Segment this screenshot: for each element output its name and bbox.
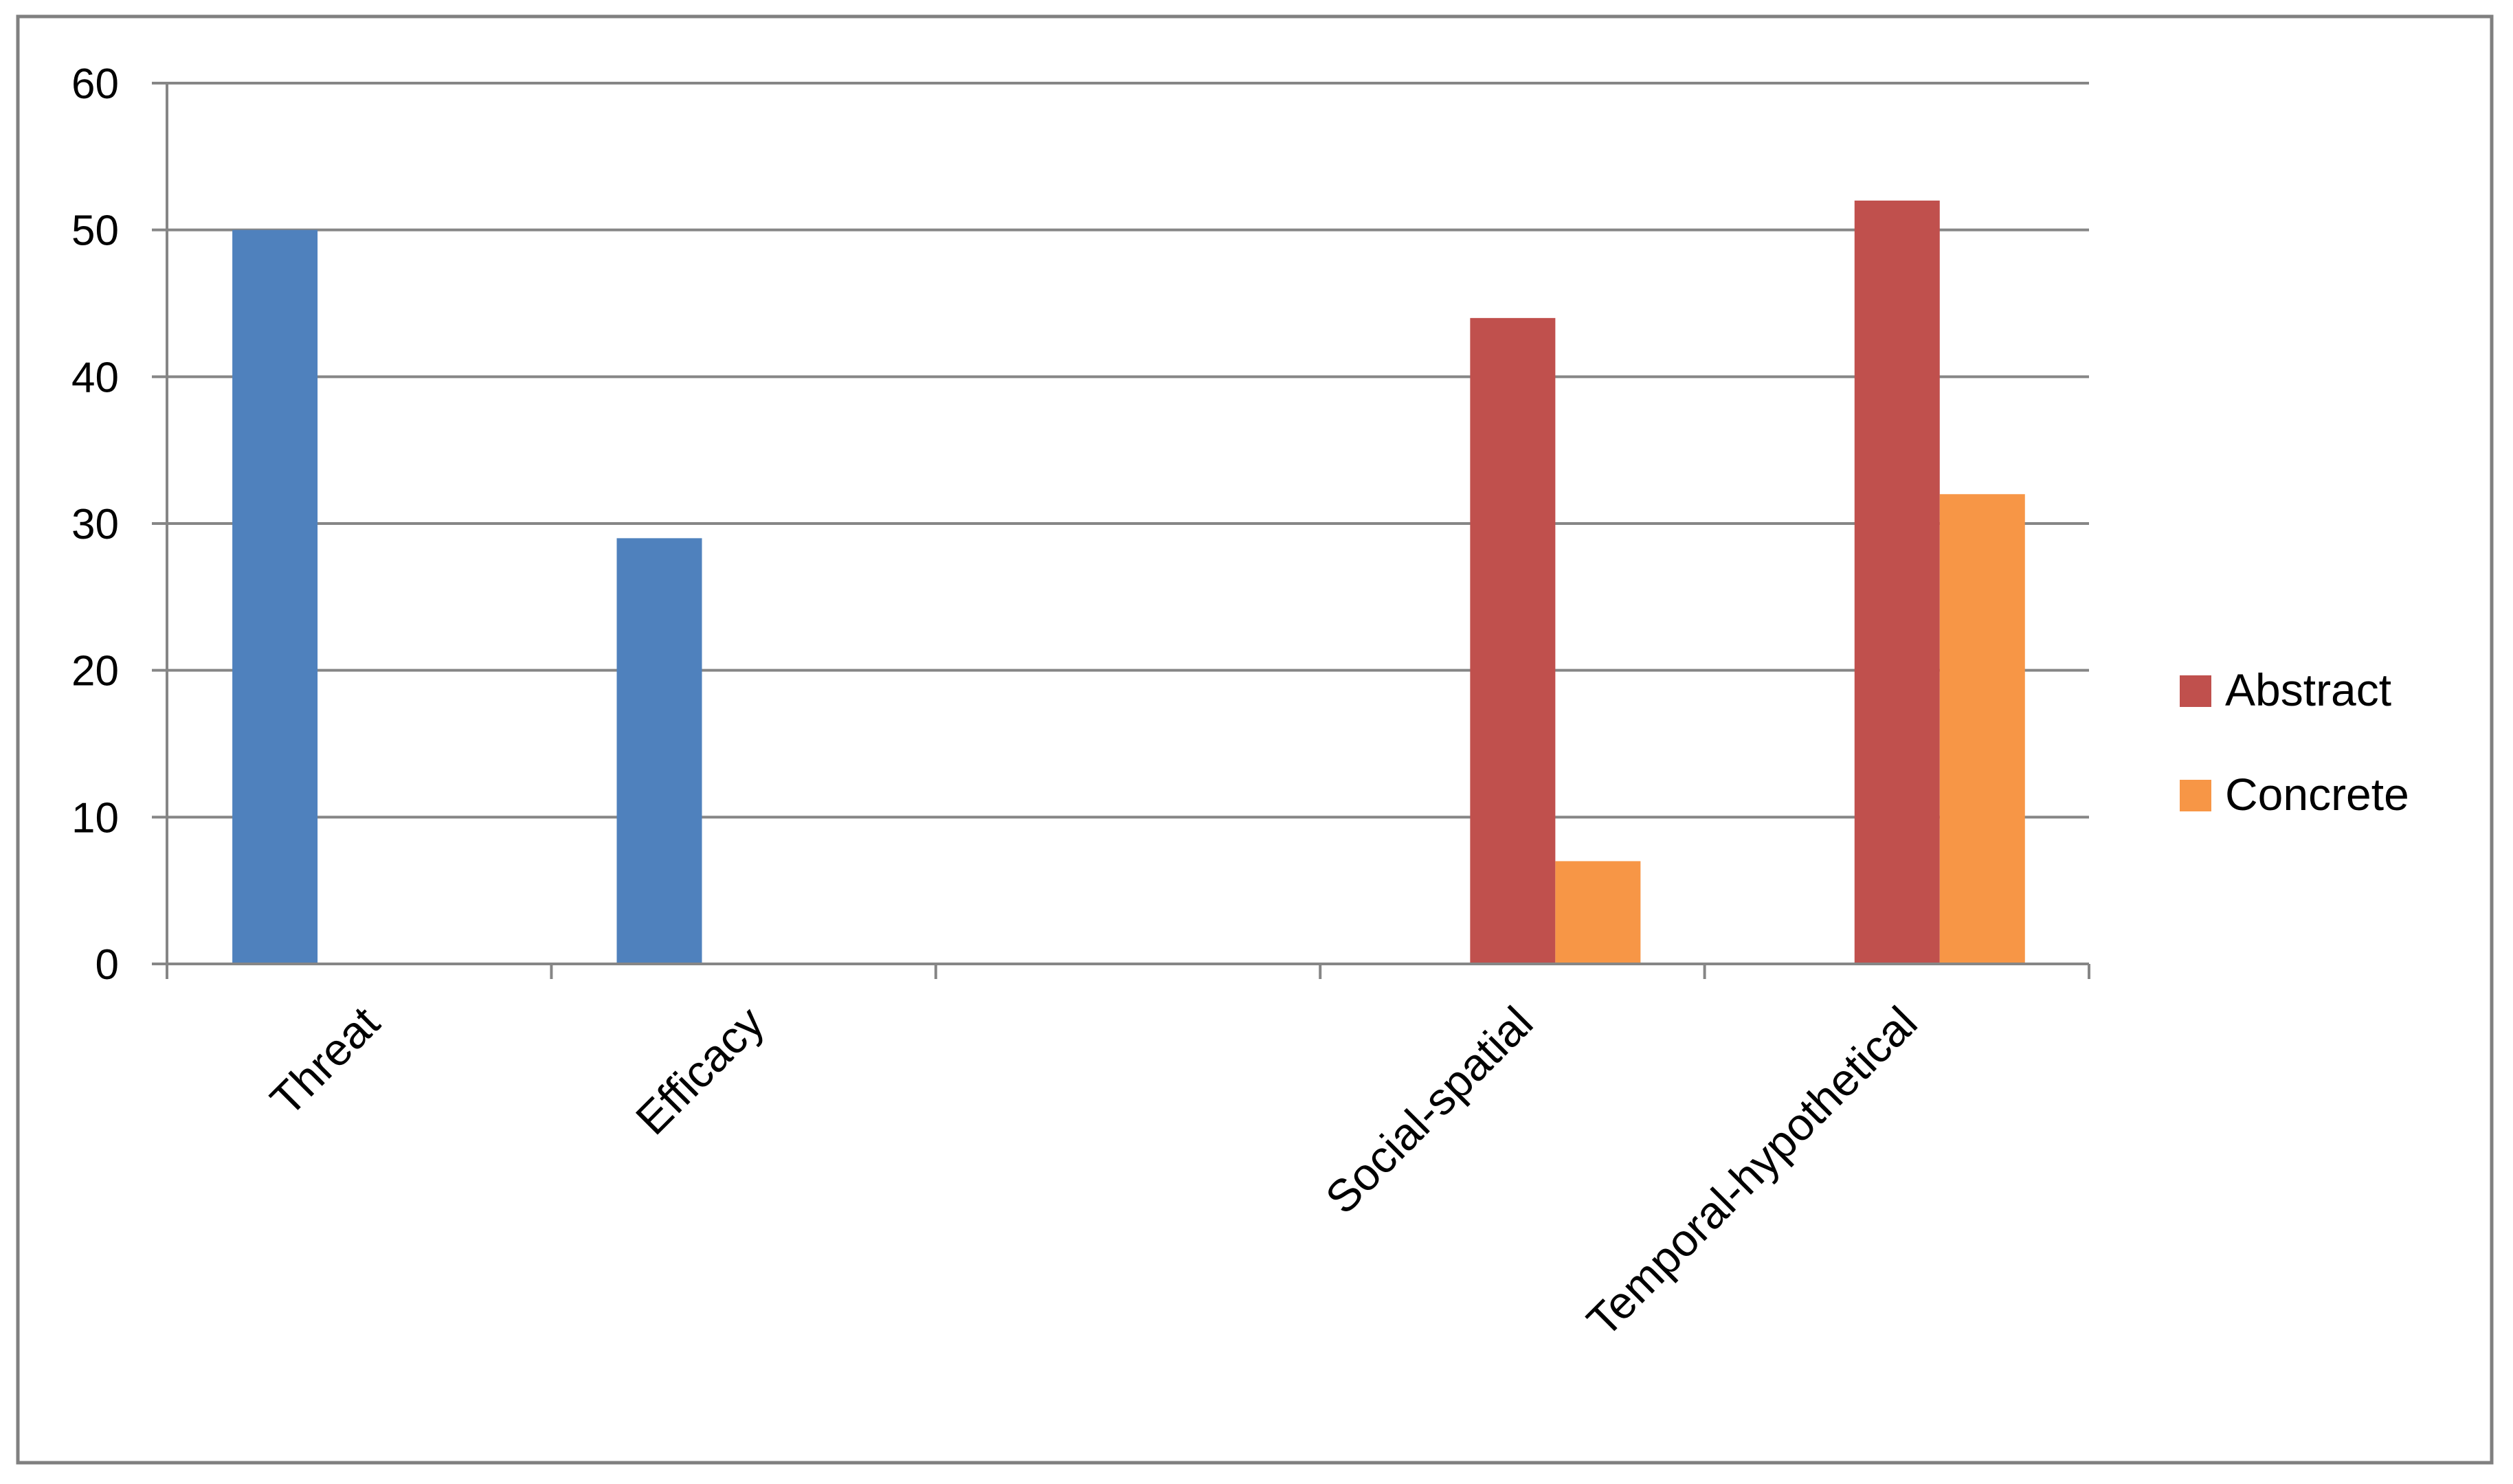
y-tick-label-10: 10 xyxy=(71,794,119,842)
legend-swatch-abstract xyxy=(2180,675,2211,707)
legend: Abstract Concrete xyxy=(2180,664,2409,820)
chart-frame xyxy=(16,14,2494,1465)
bar-efficacy-series-0 xyxy=(616,538,702,964)
bar-temporal-hypothetical-abstract xyxy=(1854,200,1940,964)
bars xyxy=(232,200,2025,965)
y-tick-label-50: 50 xyxy=(71,207,119,255)
bar-temporal-hypothetical-concrete xyxy=(1939,494,2025,964)
legend-label-concrete: Concrete xyxy=(2225,769,2409,820)
y-tick-label-20: 20 xyxy=(71,648,119,695)
y-tick-label-30: 30 xyxy=(71,501,119,548)
y-axis-ticks: 0 10 20 30 40 50 60 xyxy=(71,60,167,989)
bar-threat-series-0 xyxy=(232,229,318,965)
bar-social-spatial-abstract xyxy=(1470,317,1556,964)
y-tick-label-60: 60 xyxy=(71,60,119,108)
y-tick-label-40: 40 xyxy=(71,354,119,401)
bar-social-spatial-concrete xyxy=(1555,861,1641,964)
gridlines xyxy=(167,82,2089,819)
y-tick-label-0: 0 xyxy=(96,941,119,989)
legend-swatch-concrete xyxy=(2180,780,2211,811)
legend-label-abstract: Abstract xyxy=(2225,664,2391,715)
